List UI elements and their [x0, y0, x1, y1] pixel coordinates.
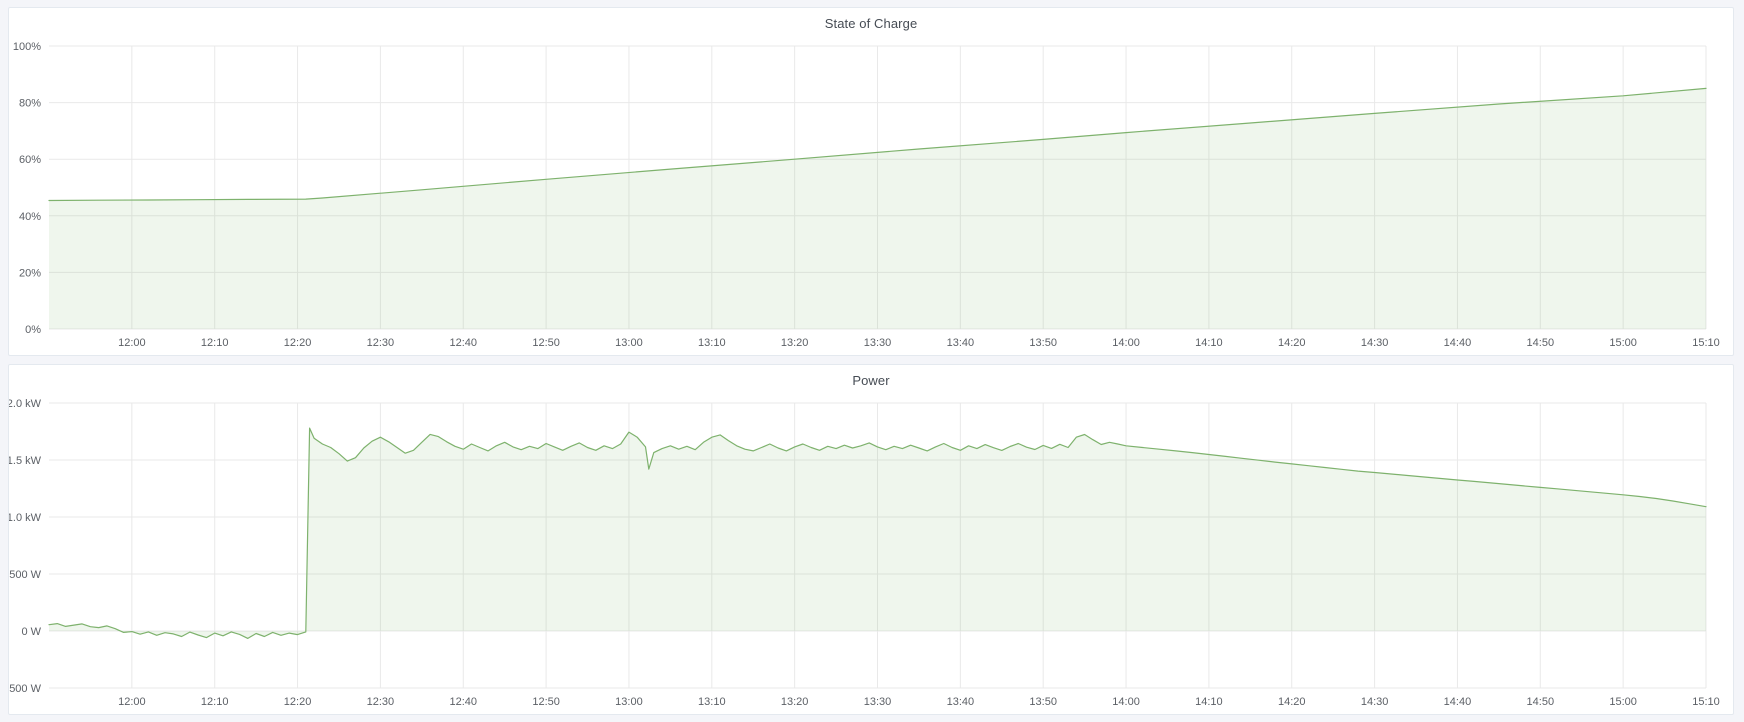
- y-axis-tick-label: 2.0 kW: [9, 398, 42, 410]
- y-axis-tick-label: 1.5 kW: [9, 455, 42, 467]
- x-axis-tick-label: 15:10: [1692, 696, 1720, 708]
- series-line: [48, 87, 1707, 202]
- x-axis-tick-label: 12:30: [367, 337, 395, 349]
- y-axis-tick-label: 500 W: [9, 569, 41, 581]
- x-axis-tick-label: 12:30: [367, 696, 395, 708]
- y-axis-tick-label: 0 W: [21, 626, 41, 638]
- panel-title: State of Charge: [824, 15, 918, 31]
- x-axis-tick-label: 14:50: [1527, 337, 1555, 349]
- x-axis-tick-label: 14:20: [1278, 696, 1306, 708]
- panel-power: Power -500 W 0 W 500 W 1.0 kW 1.5 kW 2.0 kW 12…: [8, 364, 1734, 715]
- x-axis-tick-label: 14:00: [1112, 696, 1140, 708]
- x-axis-tick-label: 15:00: [1609, 696, 1637, 708]
- x-axis-tick-label: 14:40: [1444, 696, 1472, 708]
- x-axis-tick-label: 13:10: [698, 696, 726, 708]
- y-axis-tick-label: 0%: [25, 324, 41, 336]
- y-axis-tick-label: 100%: [13, 41, 41, 53]
- x-axis-tick-label: 14:40: [1444, 337, 1472, 349]
- x-axis-tick-label: 14:00: [1112, 337, 1140, 349]
- y-axis-tick-label: -500 W: [9, 683, 42, 695]
- x-axis-tick-label: 13:20: [781, 337, 809, 349]
- y-axis-tick-label: 40%: [19, 211, 41, 223]
- y-axis-tick-label: 1.0 kW: [9, 512, 42, 524]
- panel-header: State of Charge: [9, 8, 1733, 38]
- x-axis-tick-label: 12:40: [449, 337, 477, 349]
- x-axis-tick-label: 12:00: [118, 696, 146, 708]
- x-axis-tick-label: 14:30: [1361, 696, 1389, 708]
- x-axis-tick-label: 13:30: [864, 337, 892, 349]
- x-axis-tick-label: 13:50: [1029, 696, 1057, 708]
- soc-chart[interactable]: 0% 20% 40% 60% 80% 100% 12:00 12:10 12:20 12:30 12…: [9, 38, 1733, 355]
- x-axis-tick-label: 13:40: [947, 696, 975, 708]
- x-axis-tick-label: 14:10: [1195, 337, 1223, 349]
- x-axis-tick-label: 13:50: [1029, 337, 1057, 349]
- x-axis-tick-label: 13:20: [781, 696, 809, 708]
- series-area-fill: [49, 428, 1706, 639]
- x-axis-tick-label: 12:50: [532, 337, 560, 349]
- x-axis-tick-label: 12:10: [201, 337, 229, 349]
- x-axis-tick-label: 14:20: [1278, 337, 1306, 349]
- x-axis-tick-label: 13:40: [947, 337, 975, 349]
- x-axis-tick-label: 14:30: [1361, 337, 1389, 349]
- x-axis-tick-label: 13:00: [615, 696, 643, 708]
- x-axis-tick-label: 12:50: [532, 696, 560, 708]
- power-chart[interactable]: -500 W 0 W 500 W 1.0 kW 1.5 kW 2.0 kW 12:00 12:…: [9, 395, 1733, 714]
- series-line: [48, 427, 1707, 639]
- y-axis-tick-label: 80%: [19, 98, 41, 110]
- x-axis-tick-label: 13:00: [615, 337, 643, 349]
- x-axis-tick-label: 14:50: [1527, 696, 1555, 708]
- x-axis-tick-label: 15:10: [1692, 337, 1720, 349]
- x-axis-tick-label: 12:20: [284, 696, 312, 708]
- panel-title: Power: [852, 372, 890, 388]
- x-axis-tick-label: 12:00: [118, 337, 146, 349]
- x-axis-tick-label: 15:00: [1609, 337, 1637, 349]
- x-axis-tick-label: 12:10: [201, 696, 229, 708]
- panel-header: Power: [9, 365, 1733, 395]
- x-axis-tick-label: 13:10: [698, 337, 726, 349]
- y-axis-tick-label: 60%: [19, 154, 41, 166]
- x-axis-tick-label: 12:40: [449, 696, 477, 708]
- x-axis-tick-label: 14:10: [1195, 696, 1223, 708]
- panel-state-of-charge: State of Charge 0% 20% 40% 60% 80% 100% 12:00 1…: [8, 7, 1734, 356]
- series-area-fill: [49, 88, 1706, 330]
- y-axis-tick-label: 20%: [19, 267, 41, 279]
- x-axis-tick-label: 12:20: [284, 337, 312, 349]
- x-axis-tick-label: 13:30: [864, 696, 892, 708]
